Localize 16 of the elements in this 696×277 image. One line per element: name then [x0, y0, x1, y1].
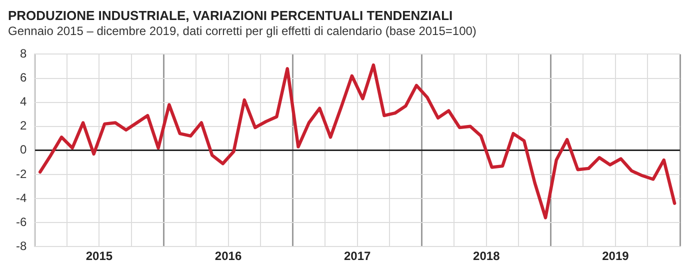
- x-tick-label: 2016: [214, 249, 242, 264]
- chart-subtitle: Gennaio 2015 – dicembre 2019, dati corretti per gli effetti di calendario (base 2015=100): [8, 24, 478, 39]
- x-tick-label: 2015: [86, 249, 113, 264]
- y-tick-label: -2: [16, 166, 27, 181]
- x-tick-label: 2018: [473, 249, 500, 264]
- x-tick-label: 2017: [344, 249, 372, 264]
- chart-title: PRODUZIONE INDUSTRIALE, VARIAZIONI PERCENTUALI TENDENZIALI: [8, 8, 454, 24]
- y-tick-label: -8: [16, 238, 27, 253]
- y-tick-label: 2: [20, 118, 27, 133]
- y-tick-label: -4: [16, 190, 27, 205]
- y-tick-label: 0: [20, 142, 27, 157]
- y-tick-label: -6: [16, 214, 27, 229]
- y-tick-label: 4: [20, 94, 27, 109]
- x-tick-label: 2019: [602, 249, 630, 264]
- y-tick-label: 8: [20, 46, 27, 61]
- y-tick-label: 6: [20, 70, 27, 85]
